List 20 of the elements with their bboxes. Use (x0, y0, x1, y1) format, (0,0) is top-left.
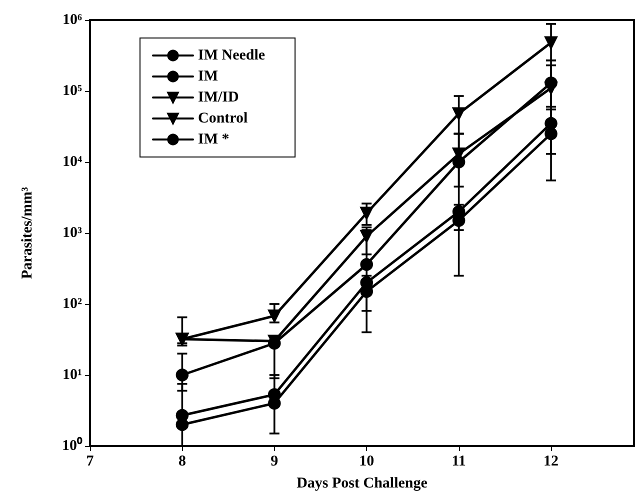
x-tick-label: 7 (86, 454, 94, 470)
y-tick-label: 10³ (62, 225, 82, 241)
x-tick-label: 11 (452, 454, 466, 470)
legend-label: IM/ID (198, 90, 239, 106)
y-tick-label: 10¹ (62, 367, 82, 383)
legend-label: IM * (198, 132, 230, 148)
y-axis-title: Parasites/mm³ (20, 186, 36, 279)
legend-label: IM Needle (198, 48, 266, 64)
x-tick-label: 9 (270, 454, 278, 470)
y-tick-label: 10⁴ (62, 154, 82, 170)
y-tick-label: 10⁵ (62, 83, 82, 99)
y-tick-label: 10⁰ (62, 436, 83, 454)
x-tick-label: 12 (544, 454, 559, 470)
x-axis-title: Days Post Challenge (296, 476, 428, 492)
legend-label: Control (198, 110, 248, 126)
y-tick-label: 10² (62, 296, 82, 312)
x-tick-label: 10 (359, 454, 374, 470)
y-tick-label: 10⁶ (62, 12, 82, 28)
legend-label: IM (198, 68, 218, 84)
x-tick-label: 8 (178, 454, 186, 470)
